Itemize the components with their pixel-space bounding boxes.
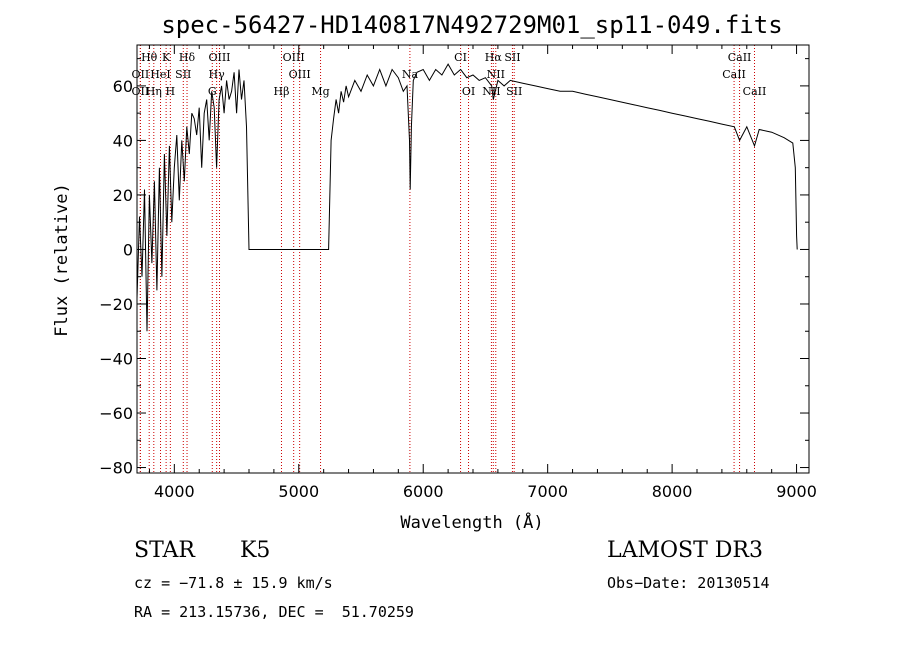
spectral-line-label: SII <box>504 51 520 64</box>
spectral-line-label: OII <box>132 85 150 98</box>
y-tick-label: −40 <box>99 350 133 369</box>
survey-name: LAMOST DR3 <box>607 538 763 563</box>
spectral-line-label: OIII <box>208 51 230 64</box>
spectral-line-label: OII <box>132 68 150 81</box>
spectral-line-label: OI <box>462 85 475 98</box>
y-axis-ticks: −80 −60 −40 −20 0 20 40 60 <box>99 58 809 478</box>
spectral-line-label: H <box>166 85 176 98</box>
y-axis-label: Flux (relative) <box>52 183 72 337</box>
observation-date: Obs−Date: 20130514 <box>607 574 770 592</box>
spectral-line-label: OIII <box>289 68 311 81</box>
y-tick-label: 60 <box>113 77 133 96</box>
x-tick-label: 8000 <box>652 482 693 501</box>
spectral-line-label: CaII <box>722 68 746 81</box>
x-tick-label: 6000 <box>403 482 444 501</box>
spectral-line-label: HeI <box>150 68 170 81</box>
spectral-line-label: Hγ <box>209 68 226 81</box>
spectral-line-label: SII <box>506 85 522 98</box>
spectral-line-label: Hα <box>485 51 503 64</box>
x-tick-label: 4000 <box>154 482 195 501</box>
spectral-line-label: Hθ <box>141 51 158 64</box>
spectrum-series-line <box>136 63 798 332</box>
y-tick-label: −60 <box>99 404 133 423</box>
x-tick-label: 9000 <box>776 482 817 501</box>
spectral-line-label: G <box>208 85 217 98</box>
coordinates: RA = 213.15736, DEC = 51.70259 <box>134 603 414 621</box>
spectral-line-label: Hβ <box>274 85 290 98</box>
x-axis-label: Wavelength (Å) <box>400 511 543 533</box>
y-tick-label: 20 <box>113 186 133 205</box>
spectral-line-label: Hη <box>146 85 162 98</box>
spectral-line-label: NII <box>487 68 505 81</box>
chart-title: spec-56427-HD140817N492729M01_sp11-049.f… <box>161 11 782 39</box>
y-tick-label: −20 <box>99 295 133 314</box>
redshift-info: cz = −71.8 ± 15.9 km/s <box>134 574 333 592</box>
object-subclass: K5 <box>240 538 271 563</box>
y-tick-label: 0 <box>123 240 133 259</box>
spectral-line-label: Mg <box>311 85 329 98</box>
spectral-line-label: CI <box>454 51 467 64</box>
spectral-line-label: CaII <box>743 85 767 98</box>
x-axis-ticks: 4000 5000 6000 7000 8000 9000 <box>148 45 817 501</box>
spectral-line-label: K <box>162 51 171 64</box>
y-tick-label: −80 <box>99 459 133 478</box>
x-tick-label: 7000 <box>527 482 568 501</box>
spectral-line-label: Hδ <box>179 51 196 64</box>
x-tick-label: 5000 <box>278 482 319 501</box>
object-type: STAR <box>134 538 195 563</box>
spectral-line-markers <box>139 45 755 473</box>
y-tick-label: 40 <box>113 131 133 150</box>
spectral-line-label: CaII <box>728 51 752 64</box>
spectral-line-label: OIII <box>283 51 305 64</box>
plot-frame <box>136 44 810 474</box>
spectral-line-label: SII <box>175 68 191 81</box>
